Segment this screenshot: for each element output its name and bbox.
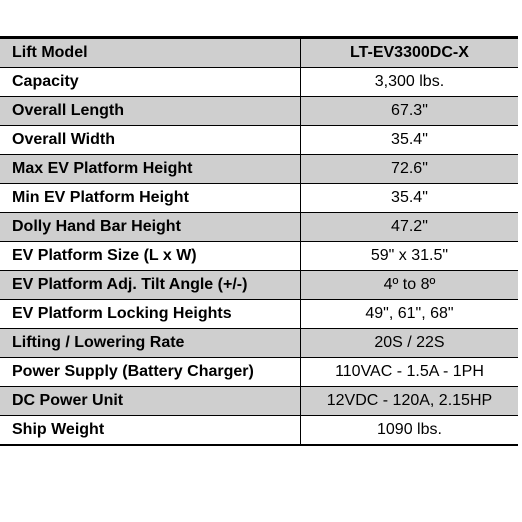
spec-value: 1090 lbs. xyxy=(300,416,518,446)
table-row: Min EV Platform Height35.4" xyxy=(0,184,518,213)
table-row: Dolly Hand Bar Height47.2" xyxy=(0,213,518,242)
table-row: Max EV Platform Height72.6" xyxy=(0,155,518,184)
spec-value: 3,300 lbs. xyxy=(300,68,518,97)
spec-label: EV Platform Size (L x W) xyxy=(0,242,300,271)
table-row: Ship Weight1090 lbs. xyxy=(0,416,518,446)
spec-table-body: Lift ModelLT-EV3300DC-XCapacity3,300 lbs… xyxy=(0,38,518,446)
spec-label: DC Power Unit xyxy=(0,387,300,416)
spec-label: Lifting / Lowering Rate xyxy=(0,329,300,358)
spec-value: 35.4" xyxy=(300,126,518,155)
spec-label: Max EV Platform Height xyxy=(0,155,300,184)
table-row: Power Supply (Battery Charger)110VAC - 1… xyxy=(0,358,518,387)
table-row: EV Platform Size (L x W)59" x 31.5" xyxy=(0,242,518,271)
spec-value: 20S / 22S xyxy=(300,329,518,358)
spec-value: 67.3" xyxy=(300,97,518,126)
spec-value: 4º to 8º xyxy=(300,271,518,300)
spec-label: Overall Length xyxy=(0,97,300,126)
spec-value: 49", 61", 68" xyxy=(300,300,518,329)
spec-table: Lift ModelLT-EV3300DC-XCapacity3,300 lbs… xyxy=(0,36,518,446)
spec-label: Min EV Platform Height xyxy=(0,184,300,213)
table-row: DC Power Unit12VDC - 120A, 2.15HP xyxy=(0,387,518,416)
spec-value: 35.4" xyxy=(300,184,518,213)
spec-label: Lift Model xyxy=(0,38,300,68)
spec-value: LT-EV3300DC-X xyxy=(300,38,518,68)
spec-value: 47.2" xyxy=(300,213,518,242)
table-row: Overall Width35.4" xyxy=(0,126,518,155)
spec-label: EV Platform Locking Heights xyxy=(0,300,300,329)
spec-table-container: Lift ModelLT-EV3300DC-XCapacity3,300 lbs… xyxy=(0,0,522,522)
table-row: Lift ModelLT-EV3300DC-X xyxy=(0,38,518,68)
spec-label: Power Supply (Battery Charger) xyxy=(0,358,300,387)
spec-value: 72.6" xyxy=(300,155,518,184)
spec-value: 12VDC - 120A, 2.15HP xyxy=(300,387,518,416)
table-row: Lifting / Lowering Rate20S / 22S xyxy=(0,329,518,358)
spec-label: Ship Weight xyxy=(0,416,300,446)
table-row: Overall Length67.3" xyxy=(0,97,518,126)
spec-label: Overall Width xyxy=(0,126,300,155)
table-row: Capacity3,300 lbs. xyxy=(0,68,518,97)
table-row: EV Platform Adj. Tilt Angle (+/-)4º to 8… xyxy=(0,271,518,300)
spec-value: 110VAC - 1.5A - 1PH xyxy=(300,358,518,387)
table-row: EV Platform Locking Heights49", 61", 68" xyxy=(0,300,518,329)
spec-label: Dolly Hand Bar Height xyxy=(0,213,300,242)
spec-value: 59" x 31.5" xyxy=(300,242,518,271)
spec-label: Capacity xyxy=(0,68,300,97)
spec-label: EV Platform Adj. Tilt Angle (+/-) xyxy=(0,271,300,300)
